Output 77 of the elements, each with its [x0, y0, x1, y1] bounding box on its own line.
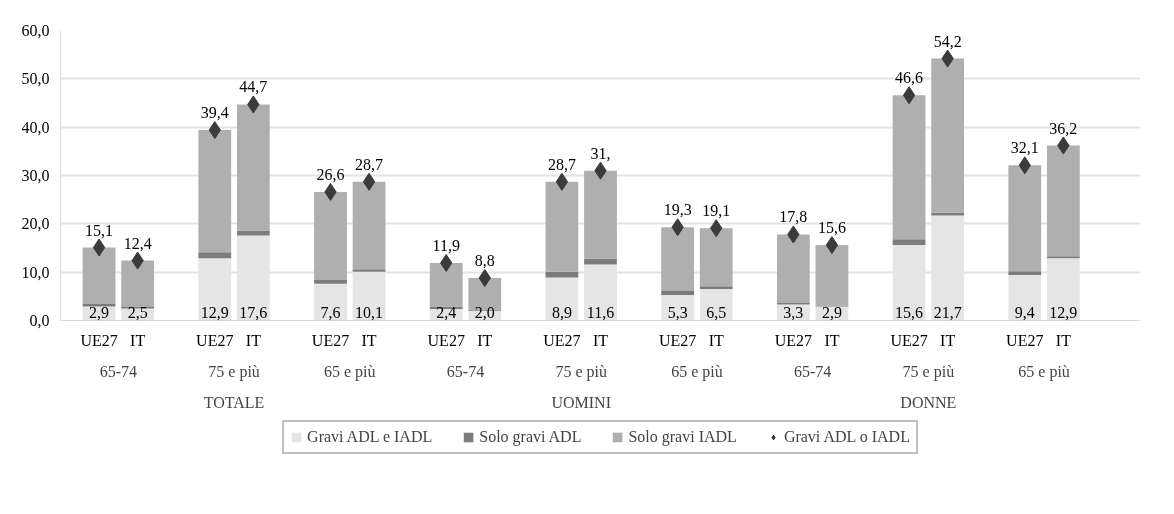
data-label: 36,2: [1049, 119, 1078, 137]
data-label: 12,4: [123, 234, 152, 252]
data-label: 44,7: [239, 78, 268, 96]
legend-label: Gravi ADL o IADL: [783, 428, 910, 446]
x-tick-label: IT: [361, 331, 377, 349]
x-tick-label: IT: [1055, 331, 1072, 349]
text: DONNE: [900, 393, 957, 411]
x-tick-label: UE27: [543, 331, 581, 349]
data-label: 17,6: [239, 303, 268, 321]
data-label: 15,1: [85, 221, 114, 239]
x-tick-label: UE27: [774, 331, 813, 349]
text: TOTALE: [203, 393, 265, 411]
data-label: 3,3: [783, 303, 804, 321]
data-label: 2,9: [89, 303, 110, 321]
x-tick-label: IT: [130, 331, 146, 349]
text: 65-74: [99, 362, 138, 380]
x-tick-label: UE27: [80, 331, 118, 349]
y-tick-label: 60,0: [21, 22, 50, 39]
data-label: 39,4: [200, 104, 229, 122]
data-label: 11,6: [586, 303, 615, 321]
data-label: 26,6: [316, 165, 345, 183]
x-tick-label: IT: [708, 331, 724, 349]
data-label: 15,6: [895, 303, 924, 321]
data-label: 5,3: [667, 303, 688, 321]
data-label: 2,0: [474, 303, 495, 321]
legend-label: Gravi ADL e IADL: [307, 428, 433, 446]
data-label: 7,6: [320, 303, 341, 321]
y-tick-label: 10,0: [21, 263, 50, 281]
text: 75 e più: [208, 362, 260, 381]
text: 65 e più: [671, 362, 723, 381]
data-label: 10,1: [355, 303, 384, 321]
y-tick-label: 20,0: [21, 215, 50, 233]
text: 75 e più: [902, 362, 955, 381]
data-label: 17,8: [779, 208, 808, 226]
x-tick-label: UE27: [890, 331, 928, 349]
x-tick-label: UE27: [427, 331, 465, 349]
data-label: 9,4: [1014, 303, 1035, 321]
data-label: 8,9: [551, 303, 572, 321]
data-label: 8,8: [474, 251, 495, 269]
data-label: 46,6: [895, 69, 924, 87]
y-tick-label: 0,0: [29, 312, 50, 329]
data-label: 28,7: [547, 155, 576, 173]
x-tick-label: IT: [940, 331, 956, 349]
data-label: 12,9: [1049, 303, 1078, 321]
x-tick-label: IT: [824, 331, 840, 349]
data-label: 28,7: [355, 155, 384, 173]
x-tick-label: UE27: [311, 331, 350, 349]
text: 75 e più: [555, 362, 607, 381]
legend-label: Solo gravi ADL: [479, 428, 582, 446]
data-label: 12,9: [200, 303, 229, 321]
x-tick-label: UE27: [1006, 331, 1044, 349]
text: 65-74: [446, 362, 485, 380]
data-label: 54,2: [933, 32, 962, 50]
data-label: 2,4: [436, 303, 457, 321]
x-tick-label: IT: [245, 331, 262, 349]
y-tick-label: 30,0: [21, 167, 50, 184]
text: 65 e più: [1018, 362, 1070, 381]
data-label: 19,3: [663, 201, 692, 219]
data-label: 19,1: [702, 202, 731, 220]
y-tick-label: 50,0: [21, 70, 50, 88]
y-tick-label: 40,0: [21, 118, 50, 136]
x-tick-label: IT: [477, 331, 493, 349]
data-label: 2,5: [127, 303, 148, 321]
x-tick-label: UE27: [196, 331, 234, 349]
data-label: 32,1: [1010, 139, 1039, 157]
text: UOMINI: [551, 393, 611, 411]
data-label: 2,9: [821, 303, 842, 321]
x-tick-label: IT: [592, 331, 609, 349]
legend-label: Solo gravi IADL: [628, 428, 737, 446]
text: 65 e più: [324, 362, 376, 381]
x-tick-label: UE27: [658, 331, 697, 349]
data-label: 15,6: [817, 219, 846, 237]
data-label: 6,5: [706, 303, 727, 321]
text: 65-74: [793, 362, 832, 380]
data-label: 21,7: [933, 303, 962, 321]
data-label: 31,: [590, 144, 611, 162]
data-label: 11,9: [432, 236, 460, 254]
